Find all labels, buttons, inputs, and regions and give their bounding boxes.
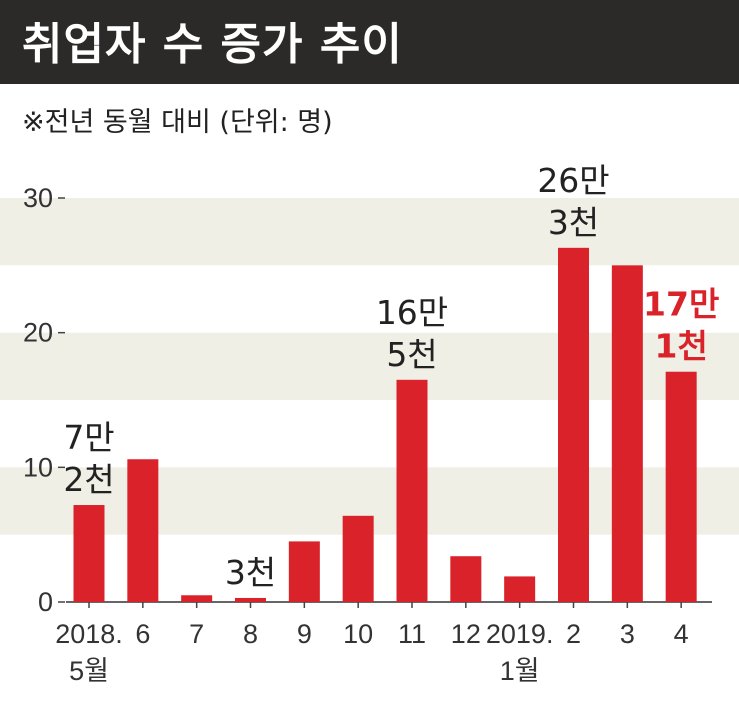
bar — [665, 371, 697, 602]
bar — [288, 541, 320, 602]
data-label: 3천 — [548, 203, 599, 242]
grid-band — [0, 198, 739, 266]
bar — [450, 556, 482, 602]
bar — [235, 597, 266, 602]
data-label: 17만 — [643, 285, 719, 324]
x-tick-label: 8 — [243, 619, 258, 649]
y-tick-label: 30 — [23, 183, 53, 213]
x-tick-label: 2019. — [486, 619, 554, 649]
bar — [127, 459, 159, 602]
bar — [342, 515, 374, 602]
chart-subtitle: ※전년 동월 대비 (단위: 명) — [22, 107, 333, 138]
chart-title: 취업자 수 증가 추이 — [22, 19, 403, 70]
data-label: 26만 — [537, 161, 609, 200]
data-label: 1천 — [655, 327, 708, 366]
x-tick-label: 11 — [398, 619, 426, 649]
data-label: 7만 — [63, 418, 114, 457]
x-tick-label: 3 — [620, 619, 635, 649]
y-tick-label: 10 — [23, 452, 53, 482]
x-tick-label: 6 — [135, 619, 150, 649]
y-tick-label: 20 — [23, 318, 53, 348]
x-tick-label: 1월 — [500, 656, 540, 686]
data-label: 2천 — [63, 460, 114, 499]
data-label: 16만 — [376, 293, 448, 332]
x-tick-label: 12 — [451, 619, 481, 649]
bar — [73, 505, 105, 602]
x-tick-label: 2 — [566, 619, 581, 649]
bar — [558, 247, 589, 602]
x-tick-label: 9 — [297, 619, 312, 649]
x-tick-label: 10 — [343, 619, 373, 649]
data-label: 3천 — [225, 553, 276, 592]
data-label: 5천 — [386, 335, 437, 374]
bar — [396, 379, 428, 602]
bar — [181, 595, 213, 602]
bar — [611, 265, 643, 602]
x-tick-label: 2018. — [55, 619, 123, 649]
bar — [504, 576, 536, 602]
x-tick-label: 4 — [674, 619, 689, 649]
x-tick-label: 5월 — [69, 656, 109, 686]
title-bar: 취업자 수 증가 추이 — [0, 0, 739, 84]
x-tick-label: 7 — [189, 619, 204, 649]
y-tick-label: 0 — [38, 587, 53, 617]
